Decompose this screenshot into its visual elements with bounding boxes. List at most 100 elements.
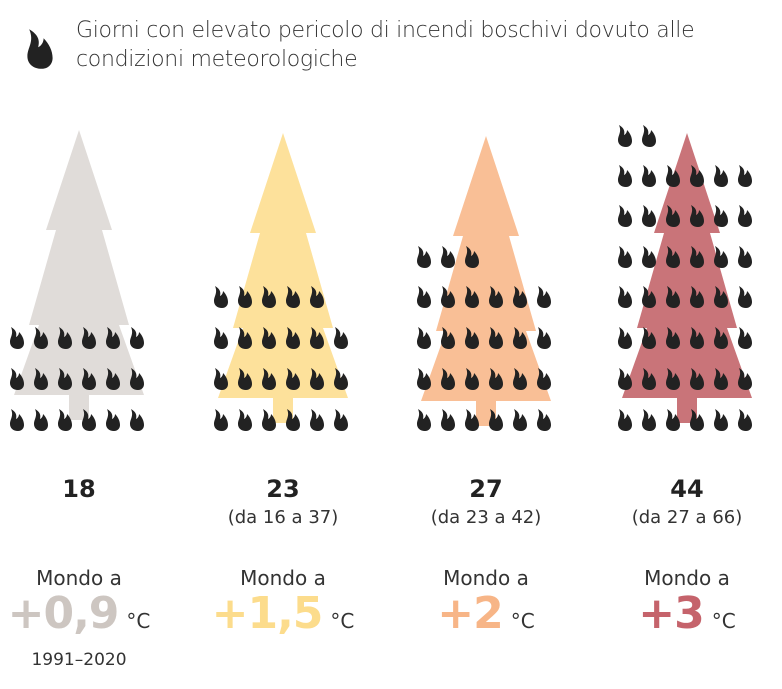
flame-icon <box>238 368 252 390</box>
flame-icon <box>130 368 144 390</box>
scenario-label: Mondo a <box>36 566 122 590</box>
warming-unit: °C <box>126 609 151 633</box>
flame-icon <box>642 409 656 431</box>
scenario-column: 27 (da 23 a 42) Mondo a +2 °C <box>386 0 586 689</box>
flame-icon <box>27 29 53 69</box>
flame-icon <box>82 409 96 431</box>
flame-icon <box>34 327 48 349</box>
flame-icon <box>417 246 431 268</box>
flame-icon <box>513 409 527 431</box>
flame-icon <box>130 409 144 431</box>
flame-icon <box>286 409 300 431</box>
flame-icon <box>618 286 632 308</box>
flame-icon <box>714 286 728 308</box>
flame-icon <box>58 368 72 390</box>
flame-icon <box>489 368 503 390</box>
flame-icon <box>465 286 479 308</box>
flame-icon <box>690 205 704 227</box>
flame-icon <box>465 409 479 431</box>
days-range: (da 23 a 42) <box>430 507 542 528</box>
flame-icon <box>465 246 479 268</box>
flame-icon <box>10 327 24 349</box>
flame-icon <box>465 327 479 349</box>
days-value: 23 <box>266 475 300 503</box>
flame-icon <box>262 286 276 308</box>
flame-icon <box>513 368 527 390</box>
flame-icon <box>58 327 72 349</box>
flame-icon <box>714 409 728 431</box>
flame-icon <box>666 409 680 431</box>
flame-icon <box>618 327 632 349</box>
flame-icon <box>82 368 96 390</box>
flame-icon <box>334 327 348 349</box>
flame-icon <box>238 327 252 349</box>
flame-icon <box>714 368 728 390</box>
warming-level: +3 °C <box>587 588 782 639</box>
flame-icon <box>130 327 144 349</box>
warming-unit: °C <box>711 609 736 633</box>
warming-value: +1,5 <box>211 588 324 639</box>
flame-icon <box>34 368 48 390</box>
flame-icon <box>441 286 455 308</box>
flame-icon <box>642 165 656 187</box>
scenario-label: Mondo a <box>443 566 529 590</box>
flame-icon <box>690 246 704 268</box>
flame-icon <box>286 327 300 349</box>
warming-unit: °C <box>330 609 355 633</box>
flame-icon <box>690 368 704 390</box>
flame-icon <box>690 165 704 187</box>
flame-icon <box>666 246 680 268</box>
flame-icon <box>666 327 680 349</box>
tree-shape <box>218 133 348 423</box>
flame-icon <box>513 286 527 308</box>
tree-graphic <box>618 125 752 431</box>
tree-graphic <box>10 130 144 431</box>
flame-icon <box>642 125 656 147</box>
flame-icon <box>714 246 728 268</box>
flame-icon <box>214 327 228 349</box>
warming-level: +1,5 °C <box>183 588 383 639</box>
flame-icon <box>537 368 551 390</box>
scenario-column: 44 (da 27 a 66) Mondo a +3 °C <box>587 0 782 689</box>
flame-icon <box>310 368 324 390</box>
chart-title: Giorni con elevato pericolo di incendi b… <box>76 18 695 72</box>
days-range: (da 16 a 37) <box>227 507 339 528</box>
days-value: 18 <box>62 475 96 503</box>
flame-icon <box>666 368 680 390</box>
flame-icon <box>417 286 431 308</box>
flame-icon <box>310 409 324 431</box>
flame-icon <box>82 327 96 349</box>
flame-icon <box>714 165 728 187</box>
flame-icon <box>106 409 120 431</box>
scenario-column: 23 (da 16 a 37) Mondo a +1,5 °C <box>183 0 383 689</box>
flame-icon <box>642 286 656 308</box>
flame-icon <box>58 409 72 431</box>
flame-icon <box>489 409 503 431</box>
flame-icon <box>537 327 551 349</box>
flame-icon <box>417 368 431 390</box>
tree-graphic <box>417 136 551 431</box>
warming-level: +2 °C <box>386 588 586 639</box>
warming-value: +2 <box>437 588 503 639</box>
flame-icon <box>666 286 680 308</box>
flame-icon <box>441 368 455 390</box>
flame-icon <box>214 368 228 390</box>
flame-icon <box>10 368 24 390</box>
flame-icon <box>441 409 455 431</box>
flame-icon <box>738 409 752 431</box>
flame-icon <box>690 409 704 431</box>
flame-icon <box>738 165 752 187</box>
flame-icon <box>714 327 728 349</box>
flame-icon <box>489 286 503 308</box>
flame-icon <box>738 205 752 227</box>
flame-icon <box>513 327 527 349</box>
days-value: 27 <box>469 475 503 503</box>
warming-value: +0,9 <box>7 588 120 639</box>
flame-icon <box>642 205 656 227</box>
flame-icon <box>214 286 228 308</box>
flame-icon <box>714 205 728 227</box>
flame-icon <box>417 409 431 431</box>
flame-icon <box>465 368 479 390</box>
flame-icon <box>214 409 228 431</box>
flame-icon <box>238 409 252 431</box>
